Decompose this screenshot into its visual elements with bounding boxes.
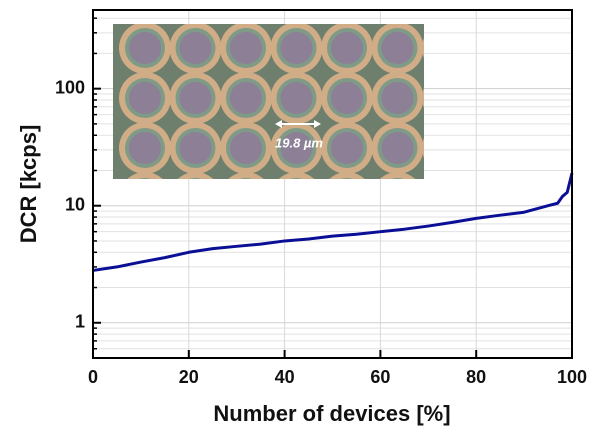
x-axis-label: Number of devices [%] [213, 401, 450, 426]
y-tick-label: 100 [55, 77, 85, 97]
x-tick-label: 100 [557, 367, 587, 387]
x-tick-label: 20 [179, 367, 199, 387]
x-tick-label: 0 [88, 367, 98, 387]
annotation: 19.8 µm [275, 135, 323, 150]
x-tick-label: 40 [275, 367, 295, 387]
y-axis-label: DCR [kcps] [16, 125, 41, 244]
inset-photo [113, 24, 424, 179]
x-tick-label: 80 [466, 367, 486, 387]
x-tick-label: 60 [370, 367, 390, 387]
data-line [92, 172, 574, 272]
y-tick-label: 1 [75, 312, 85, 332]
plot-frame [92, 9, 573, 359]
y-tick-label: 10 [65, 194, 85, 214]
